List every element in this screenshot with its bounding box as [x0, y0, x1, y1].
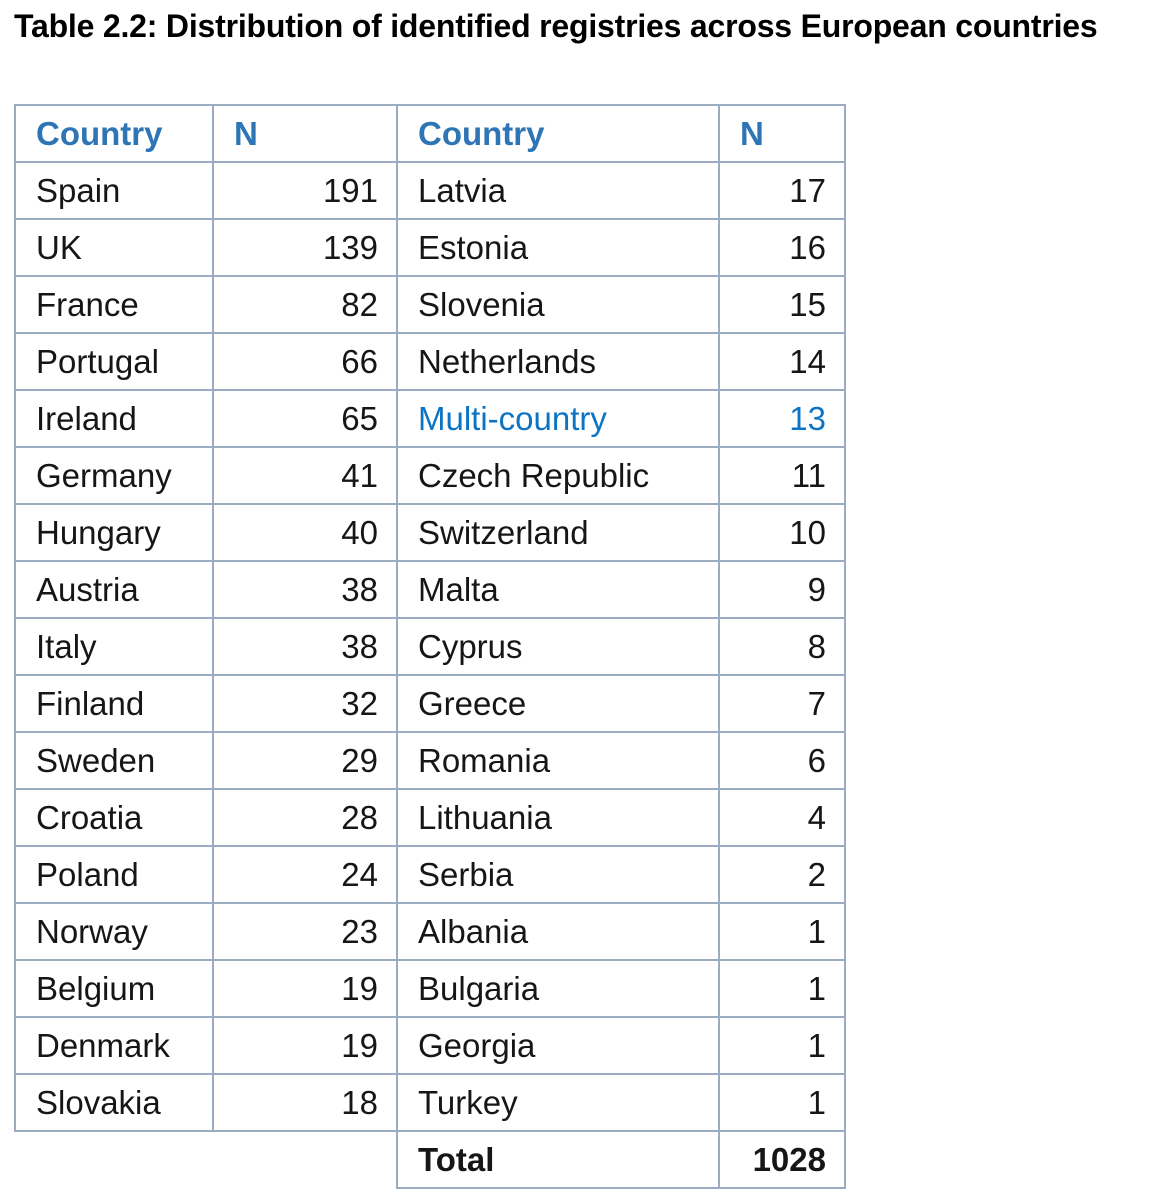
table-row: France 82 Slovenia 15	[14, 275, 846, 334]
count-cell: 38	[212, 560, 398, 619]
country-cell: Cyprus	[396, 617, 720, 676]
count-cell: 17	[718, 161, 846, 220]
count-cell: 19	[212, 959, 398, 1018]
country-cell: Romania	[396, 731, 720, 790]
column-header-country-right: Country	[396, 104, 720, 163]
table-row: Poland 24 Serbia 2	[14, 845, 846, 904]
count-cell: 16	[718, 218, 846, 277]
registry-distribution-table: Country N Country N Spain 191 Latvia 17 UK 13…	[14, 104, 846, 1189]
count-cell: 23	[212, 902, 398, 961]
table-row: Germany 41 Czech Republic 11	[14, 446, 846, 505]
country-cell: Spain	[14, 161, 214, 220]
count-cell: 40	[212, 503, 398, 562]
count-cell: 14	[718, 332, 846, 391]
country-cell: Georgia	[396, 1016, 720, 1075]
country-cell: Ireland	[14, 389, 214, 448]
count-cell: 15	[718, 275, 846, 334]
country-cell: Croatia	[14, 788, 214, 847]
country-cell: Serbia	[396, 845, 720, 904]
count-cell: 4	[718, 788, 846, 847]
country-cell: Slovakia	[14, 1073, 214, 1132]
count-cell: 66	[212, 332, 398, 391]
table-header-row: Country N Country N	[14, 104, 846, 163]
count-cell: 38	[212, 617, 398, 676]
country-cell: Italy	[14, 617, 214, 676]
count-cell: 139	[212, 218, 398, 277]
count-cell: 10	[718, 503, 846, 562]
table-row: Denmark 19 Georgia 1	[14, 1016, 846, 1075]
country-cell: Germany	[14, 446, 214, 505]
country-cell: Belgium	[14, 959, 214, 1018]
table-row: Slovakia 18 Turkey 1	[14, 1073, 846, 1132]
table-row: Italy 38 Cyprus 8	[14, 617, 846, 676]
count-cell: 29	[212, 731, 398, 790]
table-row: Belgium 19 Bulgaria 1	[14, 959, 846, 1018]
count-cell: 28	[212, 788, 398, 847]
count-cell: 1	[718, 959, 846, 1018]
country-cell: France	[14, 275, 214, 334]
total-label-cell: Total	[396, 1130, 720, 1189]
country-cell: Slovenia	[396, 275, 720, 334]
count-cell: 7	[718, 674, 846, 733]
country-cell: Switzerland	[396, 503, 720, 562]
country-cell: Czech Republic	[396, 446, 720, 505]
count-cell: 9	[718, 560, 846, 619]
count-cell: 6	[718, 731, 846, 790]
count-cell: 2	[718, 845, 846, 904]
count-cell: 13	[718, 389, 846, 448]
count-cell: 1	[718, 1016, 846, 1075]
country-cell: Portugal	[14, 332, 214, 391]
total-row: Total 1028	[15, 1130, 846, 1189]
count-cell: 19	[212, 1016, 398, 1075]
blank-cell	[213, 1131, 397, 1188]
country-cell: Netherlands	[396, 332, 720, 391]
table-row: Austria 38 Malta 9	[14, 560, 846, 619]
table-caption: Table 2.2: Distribution of identified re…	[14, 8, 1098, 44]
total-count-cell: 1028	[718, 1130, 846, 1189]
column-header-country-left: Country	[14, 104, 214, 163]
count-cell: 82	[212, 275, 398, 334]
count-cell: 11	[718, 446, 846, 505]
country-cell: Hungary	[14, 503, 214, 562]
count-cell: 1	[718, 1073, 846, 1132]
table-row: Croatia 28 Lithuania 4	[14, 788, 846, 847]
country-cell: Estonia	[396, 218, 720, 277]
blank-cell	[15, 1131, 213, 1188]
country-cell: Sweden	[14, 731, 214, 790]
country-cell: Bulgaria	[396, 959, 720, 1018]
table-row: UK 139 Estonia 16	[14, 218, 846, 277]
count-cell: 32	[212, 674, 398, 733]
count-cell: 18	[212, 1073, 398, 1132]
country-cell: Austria	[14, 560, 214, 619]
count-cell: 1	[718, 902, 846, 961]
table-row: Spain 191 Latvia 17	[14, 161, 846, 220]
table-row: Sweden 29 Romania 6	[14, 731, 846, 790]
country-cell: Finland	[14, 674, 214, 733]
table-row: Portugal 66 Netherlands 14	[14, 332, 846, 391]
country-cell: UK	[14, 218, 214, 277]
country-cell: Lithuania	[396, 788, 720, 847]
count-cell: 41	[212, 446, 398, 505]
count-cell: 8	[718, 617, 846, 676]
country-cell: Norway	[14, 902, 214, 961]
table-row: Norway 23 Albania 1	[14, 902, 846, 961]
country-cell: Turkey	[396, 1073, 720, 1132]
country-cell: Malta	[396, 560, 720, 619]
table-row: Ireland 65 Multi-country 13	[14, 389, 846, 448]
country-cell: Multi-country	[396, 389, 720, 448]
count-cell: 191	[212, 161, 398, 220]
country-cell: Denmark	[14, 1016, 214, 1075]
country-cell: Greece	[396, 674, 720, 733]
country-cell: Albania	[396, 902, 720, 961]
country-cell: Latvia	[396, 161, 720, 220]
column-header-n-left: N	[212, 104, 398, 163]
count-cell: 65	[212, 389, 398, 448]
country-cell: Poland	[14, 845, 214, 904]
column-header-n-right: N	[718, 104, 846, 163]
count-cell: 24	[212, 845, 398, 904]
table-row: Finland 32 Greece 7	[14, 674, 846, 733]
table-row: Hungary 40 Switzerland 10	[14, 503, 846, 562]
